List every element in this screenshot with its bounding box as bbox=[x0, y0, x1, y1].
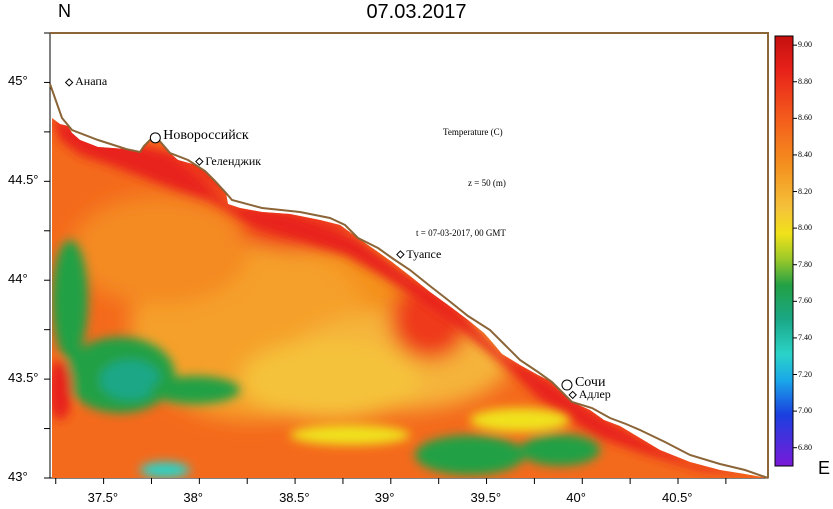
city-label: Сочи bbox=[574, 375, 606, 391]
city-label: Новороссийск bbox=[163, 127, 249, 143]
city-diamond-marker bbox=[64, 78, 74, 87]
city-label: Анапа bbox=[75, 74, 108, 89]
colorbar-label: 8.00 bbox=[798, 223, 812, 233]
colorbar-label: 9.00 bbox=[798, 40, 812, 50]
city-circle-marker bbox=[149, 132, 161, 144]
city-diamond-marker bbox=[396, 250, 405, 259]
east-label: E bbox=[818, 458, 831, 478]
city-label: Адлер bbox=[578, 386, 611, 401]
longitude-tick-label: 40.5° bbox=[662, 490, 693, 505]
axis-ticks bbox=[44, 32, 727, 484]
colorbar-label: 7.60 bbox=[798, 296, 812, 306]
city-label: Туапсе bbox=[406, 246, 442, 261]
variable-annotation: Temperature (C) bbox=[443, 127, 503, 137]
city-label: Геленджик bbox=[205, 153, 262, 168]
city-diamond-marker bbox=[568, 390, 577, 400]
city-circle-marker bbox=[561, 379, 573, 391]
latitude-tick-label: 43° bbox=[8, 469, 28, 484]
latitude-tick-label: 43.5° bbox=[8, 370, 39, 386]
latitude-tick-label: 45° bbox=[8, 73, 28, 89]
colorbar-label: 7.00 bbox=[798, 406, 812, 416]
longitude-tick-label: 39° bbox=[374, 490, 395, 505]
depth-annotation: z = 50 (m) bbox=[468, 178, 506, 188]
colorbar-label: 7.20 bbox=[798, 369, 812, 379]
colorbar-label: 8.20 bbox=[798, 186, 812, 196]
colorbar bbox=[774, 35, 794, 467]
longitude-tick-label: 38° bbox=[183, 490, 204, 505]
colorbar-label: 8.40 bbox=[798, 149, 812, 159]
longitude-tick-label: 40° bbox=[566, 490, 586, 505]
map-title: 07.03.2017 bbox=[366, 1, 467, 23]
coastline bbox=[49, 83, 769, 479]
temperature-field bbox=[52, 118, 768, 478]
colorbar-label: 7.40 bbox=[798, 332, 812, 342]
colorbar-label: 7.80 bbox=[798, 259, 812, 269]
latitude-tick-label: 44.5° bbox=[8, 172, 39, 188]
time-annotation: t = 07-03-2017, 00 GMT bbox=[416, 228, 506, 238]
north-label: N bbox=[58, 1, 71, 21]
colorbar-label: 8.60 bbox=[798, 113, 812, 123]
longitude-tick-label: 38.5° bbox=[279, 490, 310, 505]
city-diamond-marker bbox=[195, 157, 204, 166]
colorbar-label: 8.80 bbox=[798, 76, 812, 86]
latitude-tick-label: 44° bbox=[8, 271, 28, 287]
longitude-tick-label: 37.5° bbox=[87, 490, 119, 505]
frame-coast-top bbox=[50, 32, 769, 478]
colorbar-ticks bbox=[793, 44, 797, 449]
colorbar-label: 6.80 bbox=[798, 442, 812, 452]
longitude-tick-label: 39.5° bbox=[470, 490, 502, 505]
